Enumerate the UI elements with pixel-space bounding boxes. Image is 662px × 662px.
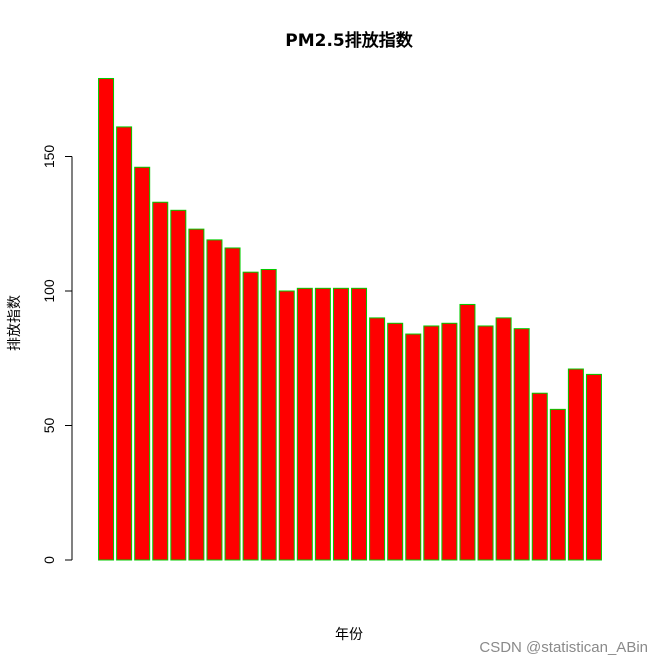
bar — [206, 239, 223, 561]
y-axis-label: 排放指数 — [7, 295, 23, 351]
y-tick-label: 150 — [41, 145, 57, 169]
y-tick-label: 0 — [41, 556, 57, 564]
y-axis: 0 50 100 150 — [41, 145, 73, 564]
bar — [134, 166, 151, 561]
chart-title: PM2.5排放指数 — [285, 30, 413, 51]
bar — [242, 271, 259, 561]
bar — [369, 317, 386, 561]
bar — [314, 287, 331, 561]
bar — [459, 303, 476, 561]
bar — [116, 126, 133, 561]
bar — [224, 247, 241, 561]
bar — [278, 290, 295, 561]
bar — [441, 322, 458, 561]
bar — [260, 268, 277, 561]
bar — [351, 287, 368, 561]
bar — [585, 373, 602, 561]
bar — [549, 408, 566, 561]
bar — [188, 228, 205, 561]
bar — [531, 392, 548, 561]
bar — [405, 333, 422, 561]
bar — [332, 287, 349, 561]
bar — [296, 287, 313, 561]
x-axis-label: 年份 — [335, 627, 363, 643]
y-tick-label: 100 — [41, 279, 57, 303]
bars-group — [98, 77, 602, 561]
bar — [152, 201, 169, 561]
bar — [495, 317, 512, 561]
watermark-text: CSDN @statistican_ABin — [479, 639, 648, 656]
bar — [513, 328, 530, 561]
bar — [423, 325, 440, 561]
bar — [98, 77, 115, 561]
bar — [387, 322, 404, 561]
y-tick-label: 50 — [41, 418, 57, 434]
bar — [477, 325, 494, 561]
bar — [170, 209, 187, 561]
bar — [567, 368, 584, 561]
